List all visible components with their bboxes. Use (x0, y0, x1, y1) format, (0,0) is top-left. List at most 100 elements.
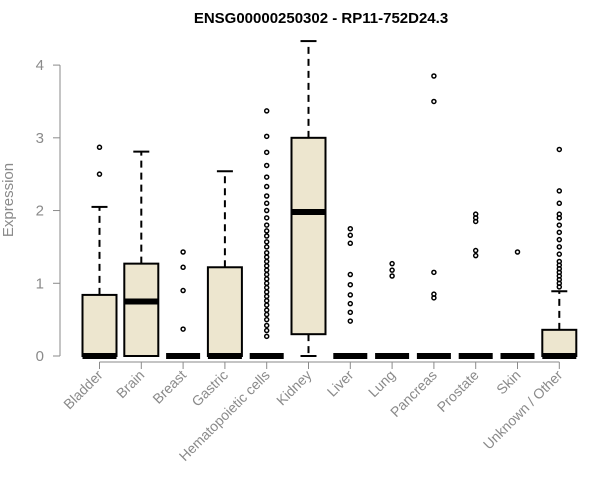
outlier-4-17 (263, 254, 270, 260)
y-tick-label-1: 1 (36, 275, 44, 292)
outlier-4-1 (263, 327, 270, 334)
outlier-9-0 (472, 252, 479, 259)
outlier-9-4 (472, 211, 479, 217)
outlier-4-2 (263, 322, 270, 329)
outlier-7-2 (389, 260, 395, 267)
y-tick-label-2: 2 (36, 203, 44, 220)
outlier-10-0 (514, 249, 521, 255)
x-tick-label-2: Breast (149, 367, 189, 407)
outlier-4-26 (263, 200, 270, 207)
outlier-4-18 (263, 249, 270, 256)
outlier-11-17 (556, 146, 563, 153)
outlier-6-8 (347, 225, 354, 232)
outlier-11-14 (556, 211, 563, 217)
outlier-7-1 (389, 267, 395, 273)
outlier-6-7 (347, 232, 354, 239)
x-tick-label-6: Liver (324, 367, 357, 400)
x-tick-label-1: Brain (113, 367, 147, 401)
outlier-2-3 (180, 249, 186, 255)
x-tick-label-11: Unknown / Other (480, 367, 566, 453)
box-10 (500, 249, 535, 359)
y-axis-label: Expression (0, 163, 17, 237)
outlier-4-13 (263, 271, 270, 278)
outlier-4-6 (263, 302, 270, 308)
outlier-11-9 (556, 244, 563, 250)
outlier-6-5 (347, 271, 354, 278)
box-3 (206, 170, 243, 359)
box-rect-1 (123, 262, 160, 357)
outlier-4-7 (263, 297, 270, 304)
x-tick-label-5: Kidney (273, 367, 315, 409)
outlier-6-0 (347, 318, 354, 324)
outlier-4-15 (263, 263, 270, 269)
outlier-7-0 (389, 273, 395, 279)
outlier-4-5 (263, 307, 270, 313)
outlier-4-4 (263, 311, 270, 318)
box-rect-5 (290, 136, 327, 336)
outlier-11-15 (556, 200, 563, 207)
box-6 (333, 225, 368, 359)
y-tick-label-4: 4 (36, 57, 44, 74)
outlier-6-3 (347, 292, 354, 298)
outlier-4-3 (263, 316, 270, 323)
outlier-6-4 (347, 281, 354, 288)
outlier-4-21 (263, 233, 270, 239)
box-1 (123, 150, 160, 357)
x-tick-label-9: Prostate (434, 367, 482, 415)
x-tick-label-0: Bladder (60, 367, 106, 413)
outlier-8-2 (431, 269, 437, 276)
outlier-0-0 (96, 171, 103, 177)
x-tick-label-7: Lung (365, 367, 398, 400)
outlier-2-1 (180, 287, 186, 294)
outlier-4-10 (263, 284, 270, 291)
outlier-11-12 (556, 222, 563, 228)
outlier-4-29 (263, 174, 270, 180)
outlier-4-16 (263, 258, 270, 265)
outlier-4-20 (263, 239, 270, 245)
outlier-11-11 (556, 229, 563, 236)
outlier-11-16 (556, 188, 563, 194)
outlier-4-14 (263, 267, 270, 273)
box-8 (416, 73, 451, 359)
outlier-4-27 (263, 193, 270, 199)
outlier-6-2 (347, 300, 354, 307)
box-7 (375, 260, 410, 359)
outlier-6-6 (347, 240, 354, 247)
box-11 (541, 146, 578, 359)
outlier-2-0 (180, 326, 186, 332)
box-rect-0 (81, 293, 118, 357)
outlier-4-19 (263, 244, 270, 250)
outlier-4-22 (263, 228, 270, 234)
plot-area (81, 40, 578, 359)
box-5 (290, 40, 327, 357)
chart-title: ENSG00000250302 - RP11-752D24.3 (194, 10, 448, 27)
outlier-4-12 (263, 276, 270, 282)
box-2 (166, 249, 201, 359)
outlier-9-1 (472, 247, 479, 254)
outlier-4-9 (263, 289, 270, 295)
box-4 (249, 108, 284, 359)
outlier-11-7 (556, 258, 563, 265)
outlier-4-25 (263, 207, 270, 214)
outlier-4-32 (263, 133, 270, 140)
outlier-4-24 (263, 215, 270, 221)
outlier-4-33 (263, 108, 270, 114)
outlier-4-0 (263, 333, 270, 340)
outlier-6-1 (347, 309, 354, 316)
outlier-11-10 (556, 236, 563, 243)
outlier-4-11 (263, 280, 270, 287)
y-tick-label-3: 3 (36, 130, 44, 147)
outlier-8-1 (431, 291, 437, 297)
box-rect-3 (206, 266, 243, 358)
outlier-2-2 (180, 264, 186, 271)
box-9 (458, 211, 493, 359)
outlier-4-31 (263, 149, 270, 156)
x-tick-label-10: Skin (493, 367, 524, 398)
box-0 (81, 144, 118, 359)
outlier-4-28 (263, 183, 270, 190)
outlier-4-8 (263, 293, 270, 300)
y-axis: 0 1 2 3 4 (36, 57, 61, 365)
outlier-11-8 (556, 251, 563, 257)
